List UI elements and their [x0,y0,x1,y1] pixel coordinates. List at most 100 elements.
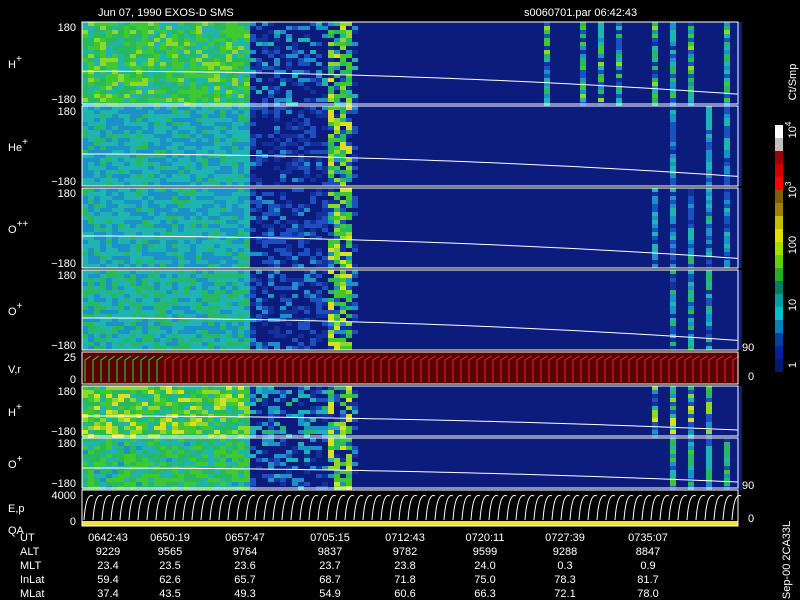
spectrogram-cell [148,30,154,34]
spectrogram-cell [370,178,376,182]
spectrogram-cell [712,158,718,162]
spectrogram-cell [580,22,586,26]
spectrogram-cell [712,106,718,110]
spectrogram-cell [598,114,604,118]
spectrogram-cell [124,192,130,196]
spectrogram-cell [196,50,202,54]
spectrogram-cell [616,178,622,182]
spectrogram-cell [208,110,214,114]
spectrogram-cell [256,122,262,126]
spectrogram-cell [616,138,622,142]
spectrogram-cell [580,34,586,38]
spectrogram-cell [196,98,202,102]
spectrogram-cell [718,150,724,154]
spectrogram-cell [142,232,148,236]
spectrogram-cell [442,178,448,182]
spectrogram-cell [334,70,340,74]
spectrogram-cell [256,130,262,134]
spectrogram-cell [718,142,724,146]
spectrogram-cell [598,118,604,122]
spectrogram-cell [382,82,388,86]
spectrogram-cell [712,94,718,98]
spectrogram-cell [382,26,388,30]
spectrogram-cell [346,158,352,162]
spectrogram-cell [202,98,208,102]
spectrogram-cell [202,66,208,70]
spectrogram-cell [496,154,502,158]
spectrogram-cell [514,122,520,126]
spectrogram-cell [88,260,94,264]
spectrogram-cell [172,58,178,62]
spectrogram-cell [730,94,736,98]
spectrogram-cell [256,90,262,94]
spectrogram-cell [436,22,442,26]
spectrogram-cell [334,150,340,154]
spectrogram-cell [154,260,160,264]
spectrogram-cell [148,216,154,220]
spectrogram-cell [376,58,382,62]
spectrogram-cell [310,158,316,162]
spectrogram-cell [574,98,580,102]
spectrogram-cell [154,30,160,34]
spectrogram-cell [172,142,178,146]
spectrogram-cell [598,42,604,46]
spectrogram-cell [658,62,664,66]
spectrogram-cell [154,126,160,130]
spectrogram-cell [154,212,160,216]
spectrogram-cell [364,94,370,98]
spectrogram-cell [640,122,646,126]
spectrogram-cell [538,154,544,158]
spectrogram-cell [214,62,220,66]
spectrogram-cell [400,174,406,178]
spectrogram-cell [556,86,562,90]
spectrogram-cell [352,146,358,150]
spectrogram-cell [478,158,484,162]
spectrogram-cell [298,94,304,98]
spectrogram-cell [532,30,538,34]
spectrogram-cell [202,256,208,260]
spectrogram-cell [550,130,556,134]
spectrogram-cell [598,70,604,74]
spectrogram-cell [346,90,352,94]
spectrogram-cell [184,260,190,264]
spectrogram-cell [82,158,88,162]
spectrogram-cell [718,38,724,42]
spectrogram-cell [586,178,592,182]
spectrogram-cell [154,182,160,186]
spectrogram-cell [268,142,274,146]
spectrogram-cell [172,150,178,154]
spectrogram-cell [94,208,100,212]
spectrogram-cell [526,170,532,174]
spectrogram-cell [178,162,184,166]
spectrogram-cell [82,256,88,260]
spectrogram-cell [106,264,112,268]
spectrogram-cell [340,22,346,26]
spectrogram-cell [334,118,340,122]
spectrogram-cell [310,142,316,146]
spectrogram-cell [394,54,400,58]
spectrogram-cell [304,178,310,182]
spectrogram-cell [148,106,154,110]
spectrogram-cell [544,142,550,146]
spectrogram-cell [592,174,598,178]
spectrogram-cell [220,252,226,256]
spectrogram-cell [664,114,670,118]
spectrogram-cell [196,260,202,264]
spectrogram-cell [184,26,190,30]
spectrogram-cell [328,66,334,70]
spectrogram-cell [562,50,568,54]
spectrogram-cell [328,70,334,74]
spectrogram-cell [568,90,574,94]
spectrogram-cell [232,122,238,126]
spectrogram-cell [328,74,334,78]
spectrogram-cell [472,90,478,94]
spectrogram-cell [106,134,112,138]
spectrogram-cell [100,50,106,54]
spectrogram-cell [568,50,574,54]
spectrogram-cell [346,34,352,38]
spectrogram-cell [418,130,424,134]
spectrogram-cell [298,22,304,26]
spectrogram-cell [526,114,532,118]
spectrogram-cell [592,162,598,166]
spectrogram-cell [88,220,94,224]
